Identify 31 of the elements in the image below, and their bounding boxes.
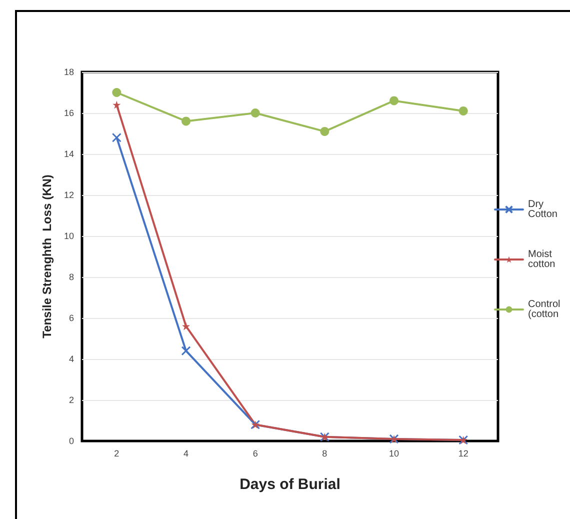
y-tick-label: 12 bbox=[64, 190, 74, 200]
legend-label: Control (cotton bbox=[528, 299, 563, 320]
y-tick-label: 6 bbox=[68, 313, 74, 323]
y-tick-label: 14 bbox=[64, 149, 74, 159]
y-tick-label: 0 bbox=[68, 436, 74, 446]
x-tick-label: 8 bbox=[322, 448, 328, 458]
y-tick-label: 10 bbox=[64, 231, 74, 241]
x-tick-label: 6 bbox=[252, 448, 258, 458]
legend-label: Dry Cotton bbox=[528, 199, 558, 220]
point bbox=[182, 322, 190, 330]
point bbox=[182, 116, 190, 126]
point bbox=[181, 346, 191, 356]
y-tick-label: 18 bbox=[64, 67, 74, 77]
legend-label: Moist cotton bbox=[528, 249, 556, 270]
y-axis-title: Tensile Strenghth Loss (KN) bbox=[40, 174, 54, 338]
y-tick-label: 2 bbox=[68, 395, 74, 405]
point bbox=[458, 106, 468, 116]
y-tick-label: 4 bbox=[68, 354, 74, 364]
point bbox=[320, 126, 330, 136]
y-tick-label: 8 bbox=[68, 272, 74, 282]
point bbox=[250, 108, 260, 118]
point bbox=[390, 96, 398, 106]
x-tick-label: 4 bbox=[183, 448, 189, 458]
x-tick-label: 12 bbox=[458, 448, 468, 458]
x-axis-title: Days of Burial bbox=[240, 476, 340, 493]
point bbox=[112, 100, 121, 109]
x-tick-label: 2 bbox=[114, 448, 120, 458]
y-tick-label: 16 bbox=[64, 108, 74, 118]
point bbox=[112, 132, 122, 142]
x-tick-label: 10 bbox=[388, 448, 400, 458]
point bbox=[112, 88, 122, 97]
